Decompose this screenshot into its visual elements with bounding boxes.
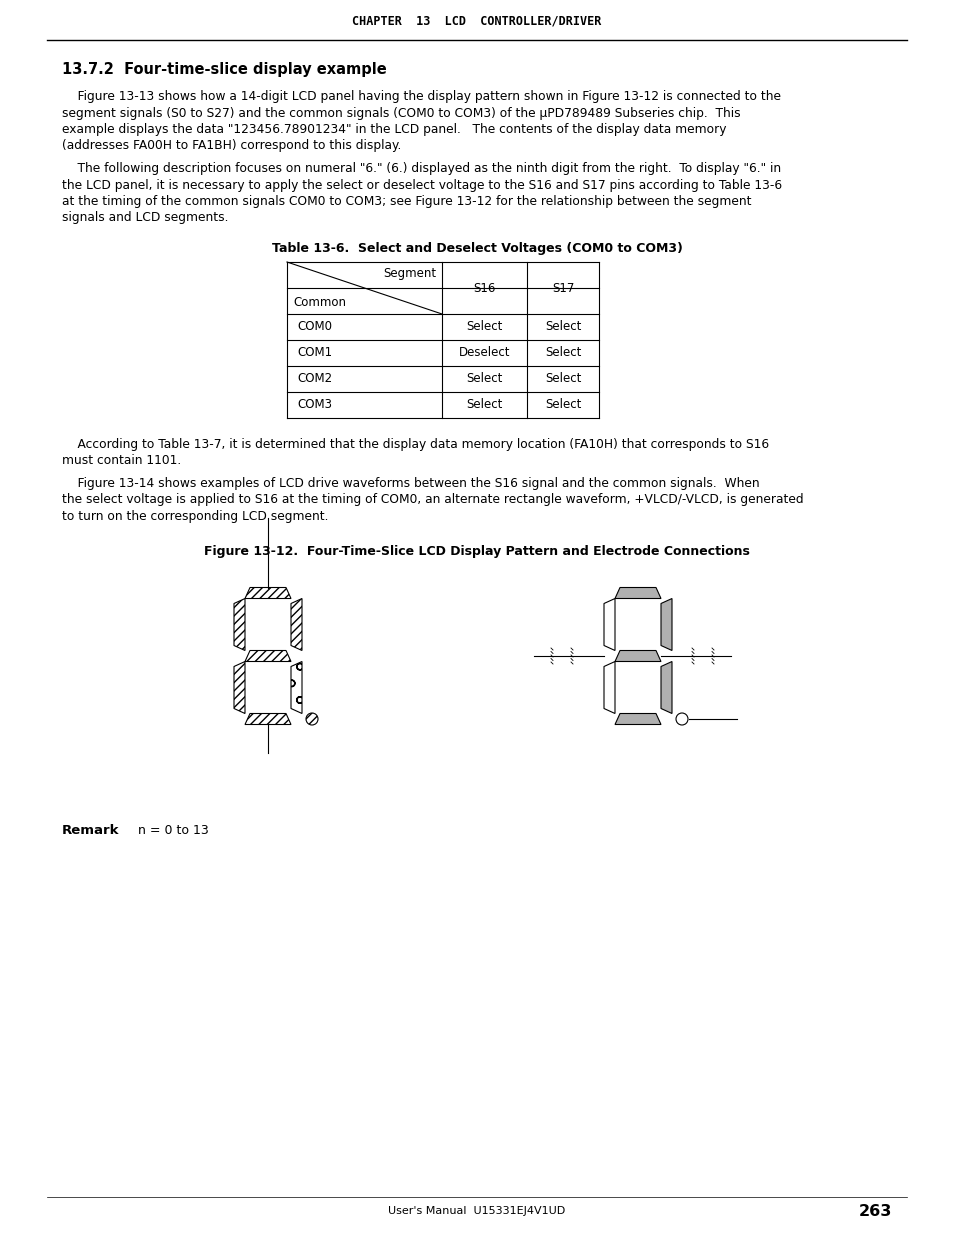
Text: Common: Common [293, 296, 346, 309]
Text: Table 13-6.  Select and Deselect Voltages (COM0 to COM3): Table 13-6. Select and Deselect Voltages… [272, 242, 681, 254]
Text: 263: 263 [858, 1204, 891, 1219]
Text: Deselect: Deselect [458, 347, 510, 359]
Text: According to Table 13-7, it is determined that the display data memory location : According to Table 13-7, it is determine… [62, 438, 768, 451]
Text: 13.7.2  Four-time-slice display example: 13.7.2 Four-time-slice display example [62, 62, 386, 77]
Text: (addresses FA00H to FA1BH) correspond to this display.: (addresses FA00H to FA1BH) correspond to… [62, 140, 401, 152]
Text: the select voltage is applied to S16 at the timing of COM0, an alternate rectang: the select voltage is applied to S16 at … [62, 494, 802, 506]
Text: Select: Select [466, 321, 502, 333]
Text: example displays the data "123456.78901234" in the LCD panel.   The contents of : example displays the data "123456.789012… [62, 124, 726, 136]
Text: COM3: COM3 [296, 399, 332, 411]
Text: at the timing of the common signals COM0 to COM3; see Figure 13-12 for the relat: at the timing of the common signals COM0… [62, 195, 751, 207]
Polygon shape [660, 662, 671, 714]
Text: CHAPTER  13  LCD  CONTROLLER/DRIVER: CHAPTER 13 LCD CONTROLLER/DRIVER [352, 14, 601, 27]
Text: Select: Select [544, 347, 580, 359]
Text: The following description focuses on numeral "6." (6.) displayed as the ninth di: The following description focuses on num… [62, 162, 781, 175]
Polygon shape [291, 662, 302, 714]
Text: the LCD panel, it is necessary to apply the select or deselect voltage to the S1: the LCD panel, it is necessary to apply … [62, 179, 781, 191]
Text: S17: S17 [551, 282, 574, 294]
Text: Remark: Remark [62, 825, 119, 837]
Polygon shape [603, 662, 615, 714]
Text: COM0: COM0 [296, 321, 332, 333]
Text: Select: Select [544, 373, 580, 385]
Text: Figure 13-14 shows examples of LCD drive waveforms between the S16 signal and th: Figure 13-14 shows examples of LCD drive… [62, 477, 759, 490]
Text: Select: Select [466, 399, 502, 411]
Text: segment signals (S0 to S27) and the common signals (COM0 to COM3) of the μPD7894: segment signals (S0 to S27) and the comm… [62, 106, 740, 120]
Text: Figure 13-13 shows how a 14-digit LCD panel having the display pattern shown in : Figure 13-13 shows how a 14-digit LCD pa… [62, 90, 781, 103]
Polygon shape [615, 588, 660, 599]
Text: Segment: Segment [382, 267, 436, 280]
Text: COM2: COM2 [296, 373, 332, 385]
Text: Figure 13-12.  Four-Time-Slice LCD Display Pattern and Electrode Connections: Figure 13-12. Four-Time-Slice LCD Displa… [204, 545, 749, 557]
Text: User's Manual  U15331EJ4V1UD: User's Manual U15331EJ4V1UD [388, 1207, 565, 1216]
Text: COM1: COM1 [296, 347, 332, 359]
Text: n = 0 to 13: n = 0 to 13 [138, 825, 209, 837]
Text: Select: Select [544, 399, 580, 411]
Text: signals and LCD segments.: signals and LCD segments. [62, 211, 229, 225]
Polygon shape [615, 651, 660, 662]
Text: Select: Select [544, 321, 580, 333]
Text: must contain 1101.: must contain 1101. [62, 454, 181, 468]
Text: to turn on the corresponding LCD segment.: to turn on the corresponding LCD segment… [62, 510, 328, 522]
Polygon shape [660, 599, 671, 651]
Polygon shape [615, 714, 660, 725]
Text: S16: S16 [473, 282, 496, 294]
Text: Select: Select [466, 373, 502, 385]
Polygon shape [603, 599, 615, 651]
